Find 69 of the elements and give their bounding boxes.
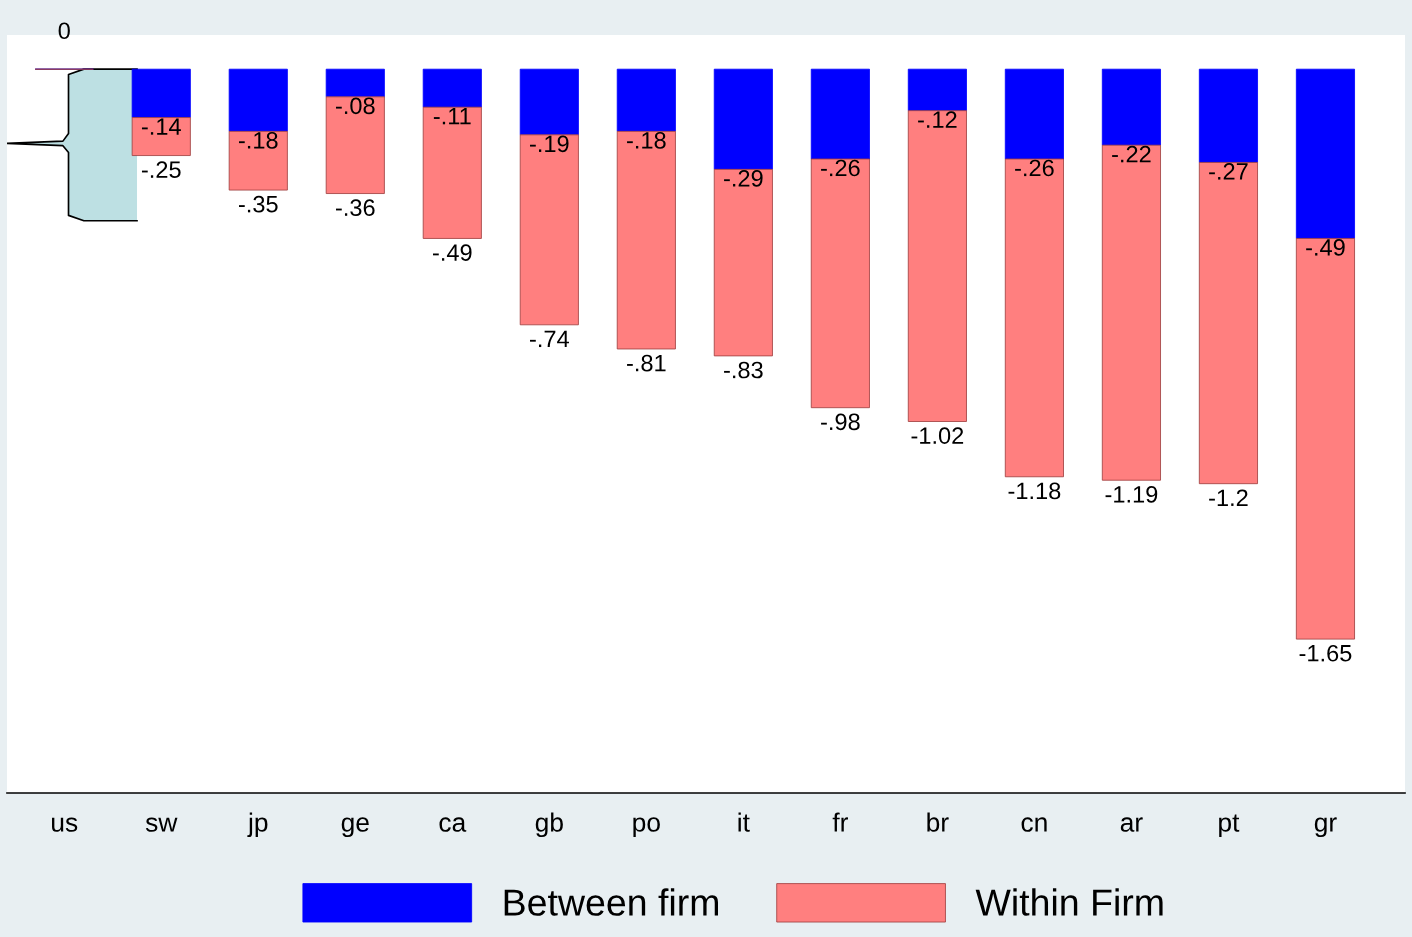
- bar: [907, 68, 967, 112]
- bar: [228, 68, 288, 132]
- bar: [907, 110, 967, 422]
- legend-label: Between firm: [504, 888, 718, 916]
- bar: [616, 68, 676, 132]
- data-label: -.19: [530, 135, 569, 153]
- x-tick-label: sw: [145, 817, 178, 832]
- data-label: -.18: [238, 131, 278, 149]
- bar: [1004, 68, 1064, 160]
- bar: [519, 134, 579, 326]
- bar: [810, 68, 870, 160]
- x-tick-label: fr: [832, 812, 848, 832]
- data-label: 0: [58, 22, 70, 40]
- bar: [1004, 158, 1064, 478]
- bar: [131, 68, 191, 118]
- x-tick-label: ca: [439, 817, 467, 832]
- bar: [1198, 162, 1258, 485]
- x-tick-label: pt: [1219, 814, 1240, 838]
- data-label: -.12: [918, 111, 957, 128]
- x-tick-label: cn: [1021, 817, 1047, 832]
- bar: [616, 130, 676, 350]
- data-label: -.08: [335, 97, 375, 115]
- data-label: -.22: [1112, 145, 1151, 163]
- total-label: -1.2: [1209, 489, 1248, 506]
- bar: [422, 106, 482, 239]
- x-tick-label: us: [52, 817, 78, 832]
- bar: [1101, 68, 1161, 146]
- bar: [131, 117, 191, 156]
- data-label: -.26: [1015, 159, 1054, 177]
- data-label: -.27: [1209, 163, 1248, 180]
- bar: [1101, 144, 1161, 481]
- total-label: -.35: [238, 195, 278, 213]
- bar: [1295, 68, 1355, 239]
- total-label: -.81: [627, 354, 666, 372]
- data-label: -.11: [433, 108, 471, 125]
- data-label: -.29: [724, 169, 763, 187]
- bar: [810, 158, 870, 409]
- total-label: -.36: [335, 199, 375, 217]
- total-label: -1.18: [1008, 482, 1061, 500]
- bar: [713, 168, 773, 357]
- total-label: -1.65: [1299, 644, 1352, 662]
- x-tick-label: br: [927, 812, 949, 832]
- bar: [1295, 238, 1355, 640]
- x-tick-label: it: [738, 812, 750, 832]
- x-tick-label: jp: [247, 812, 268, 838]
- x-tick-label: ge: [341, 817, 369, 838]
- legend-label: Within Firm: [975, 888, 1163, 916]
- total-label: -.98: [821, 413, 860, 431]
- data-label: -.49: [1306, 239, 1345, 256]
- bar: [228, 130, 288, 191]
- total-label: -1.19: [1105, 485, 1158, 503]
- bar: [422, 68, 482, 108]
- bar: [1198, 68, 1258, 163]
- x-tick-label: gr: [1314, 817, 1337, 838]
- x-tick-label: ar: [1120, 817, 1143, 832]
- data-label: -.14: [141, 118, 181, 135]
- bar: [325, 96, 385, 194]
- bar: [713, 68, 773, 170]
- data-label: -.26: [821, 159, 860, 177]
- x-tick-label: po: [633, 817, 660, 838]
- x-tick-label: gb: [535, 812, 563, 838]
- total-label: -.25: [141, 161, 181, 179]
- total-label: -.83: [724, 361, 763, 379]
- bar: [519, 68, 579, 136]
- total-label: -.49: [433, 244, 472, 261]
- bar: [325, 68, 385, 98]
- total-label: -.74: [530, 330, 569, 348]
- data-label: -.18: [627, 131, 666, 149]
- total-label: -1.02: [911, 427, 964, 444]
